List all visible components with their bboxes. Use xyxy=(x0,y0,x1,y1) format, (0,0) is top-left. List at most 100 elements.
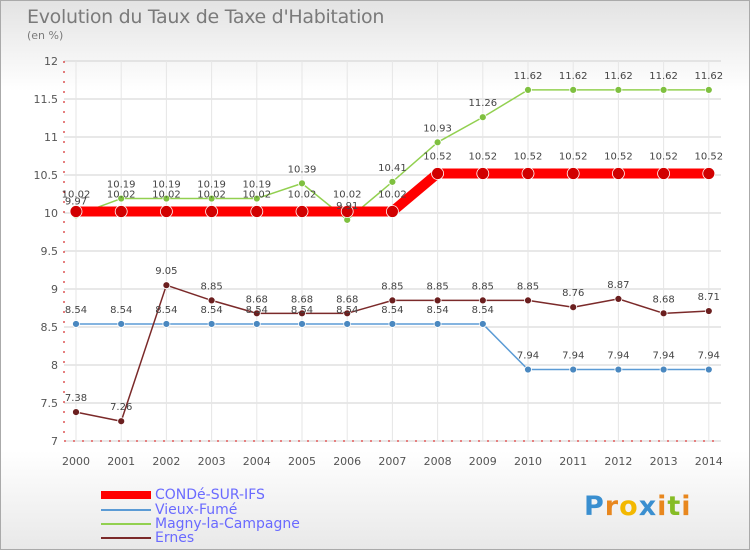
data-point xyxy=(252,320,261,328)
legend-swatch-magny xyxy=(101,523,151,525)
data-point xyxy=(569,303,578,312)
data-point xyxy=(478,113,487,122)
data-point xyxy=(433,296,442,305)
data-label: 7.94 xyxy=(607,351,629,362)
data-label: 7.94 xyxy=(517,351,539,362)
data-point xyxy=(612,167,625,180)
data-point xyxy=(298,320,306,328)
data-point xyxy=(524,296,532,305)
data-point xyxy=(343,320,352,328)
data-point xyxy=(207,194,216,203)
data-label: 10.02 xyxy=(152,189,181,200)
logo-letter: r xyxy=(604,491,620,522)
data-point xyxy=(702,167,716,180)
data-label: 10.52 xyxy=(423,151,452,162)
data-label: 8.87 xyxy=(607,280,629,291)
legend-swatch-vieux-fume xyxy=(101,509,151,511)
legend-swatch-ernes xyxy=(101,537,151,539)
data-point xyxy=(431,167,445,180)
y-tick-label: 7.5 xyxy=(41,397,59,410)
data-label: 10.02 xyxy=(107,189,136,200)
data-label: 7.94 xyxy=(698,351,720,362)
data-label: 10.41 xyxy=(378,163,407,174)
data-point xyxy=(524,85,532,94)
data-point xyxy=(207,296,216,305)
data-label: 9.05 xyxy=(155,266,177,277)
y-tick-label: 10.5 xyxy=(34,169,59,182)
x-tick-label: 2000 xyxy=(62,455,90,468)
logo-letter: o xyxy=(619,491,639,522)
data-point xyxy=(117,320,126,328)
data-label: 10.19 xyxy=(107,180,136,191)
line-chart: 7 7.5 8 8.5 9 9.5 10 10.5 11 11.5 12 2000 2001 2002 20… xyxy=(34,55,724,468)
data-point xyxy=(614,294,623,303)
data-label: 8.68 xyxy=(652,294,674,305)
y-tick-label: 11 xyxy=(44,131,58,144)
x-tick-label: 2008 xyxy=(424,455,452,468)
data-point xyxy=(252,309,261,318)
data-label: 10.19 xyxy=(242,180,271,191)
legend-label-magny: Magny-la-Campagne xyxy=(155,516,300,532)
x-tick-label: 2014 xyxy=(695,455,723,468)
y-tick-label: 8 xyxy=(51,359,58,372)
y-tick-label: 10 xyxy=(44,207,58,220)
data-label: 8.85 xyxy=(381,281,403,292)
data-point xyxy=(704,365,713,374)
data-label: 8.76 xyxy=(562,288,584,299)
data-label: 8.54 xyxy=(155,305,177,316)
x-tick-label: 2001 xyxy=(107,455,135,468)
logo-letter: P xyxy=(584,491,605,522)
data-point xyxy=(340,205,354,218)
data-point xyxy=(298,309,306,318)
data-point xyxy=(72,320,80,328)
data-label: 10.52 xyxy=(649,151,678,162)
data-label: 7.94 xyxy=(562,351,584,362)
data-point xyxy=(114,205,128,218)
data-point xyxy=(117,417,126,426)
data-label: 10.93 xyxy=(423,123,452,134)
data-point xyxy=(162,320,171,328)
legend-item-conde: CONDé-SUR-IFS xyxy=(101,488,265,502)
x-tick-label: 2010 xyxy=(514,455,542,468)
data-label: 8.54 xyxy=(291,305,313,316)
data-point xyxy=(250,205,264,218)
data-point xyxy=(69,205,83,218)
x-tick-label: 2002 xyxy=(152,455,180,468)
y-tick-label: 11.5 xyxy=(34,93,59,106)
legend-swatch-conde xyxy=(101,491,151,499)
legend-item-magny: Magny-la-Campagne xyxy=(101,517,300,531)
data-point xyxy=(159,205,173,218)
data-point xyxy=(521,167,535,180)
data-point xyxy=(117,194,126,203)
data-label: 8.68 xyxy=(291,294,313,305)
x-tick-label: 2006 xyxy=(333,455,361,468)
proxiti-logo: Proxiti xyxy=(584,491,692,522)
legend-item-vieux-fume: Vieux-Fumé xyxy=(101,503,237,517)
y-tick-label: 7 xyxy=(51,435,58,448)
data-label: 11.62 xyxy=(604,71,633,82)
data-point xyxy=(478,320,487,328)
data-label: 8.54 xyxy=(200,305,222,316)
x-tick-label: 2004 xyxy=(243,455,271,468)
logo-letter: i xyxy=(657,491,668,522)
data-point xyxy=(343,309,352,318)
y-tick-label: 9.5 xyxy=(41,245,59,258)
data-point xyxy=(566,167,580,180)
x-tick-label: 2009 xyxy=(469,455,497,468)
chart-title: Evolution du Taux de Taxe d'Habitation xyxy=(27,6,385,28)
data-point xyxy=(569,365,578,374)
data-label: 8.54 xyxy=(381,305,403,316)
x-tick-label: 2005 xyxy=(288,455,316,468)
data-label: 8.85 xyxy=(200,281,222,292)
data-label: 10.02 xyxy=(288,189,317,200)
legend-item-ernes: Ernes xyxy=(101,531,194,545)
y-tick-label: 8.5 xyxy=(41,321,59,334)
chart-subtitle: (en %) xyxy=(27,29,64,42)
data-label: 8.85 xyxy=(517,281,539,292)
x-tick-label: 2007 xyxy=(378,455,406,468)
data-label: 10.52 xyxy=(468,151,497,162)
data-label: 8.85 xyxy=(426,281,448,292)
data-label: 10.52 xyxy=(559,151,588,162)
data-label: 8.54 xyxy=(110,305,132,316)
